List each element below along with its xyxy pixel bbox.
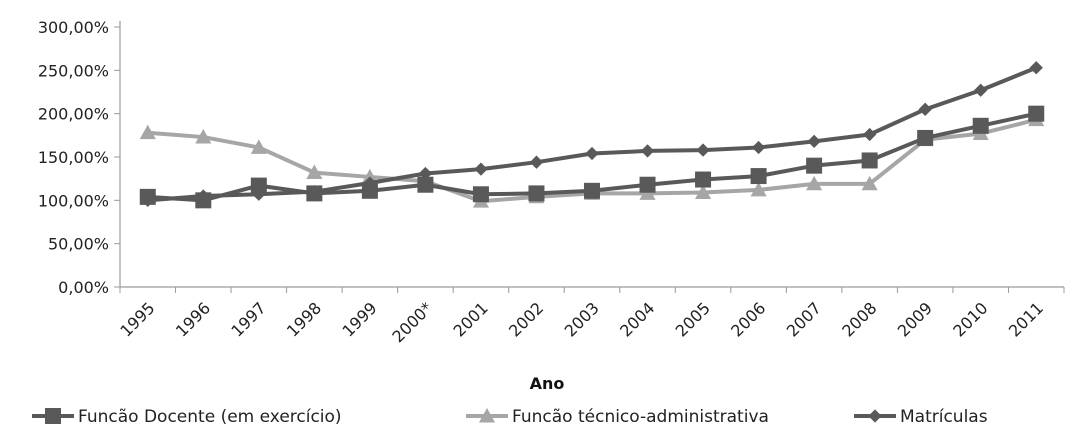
data-point [528, 185, 545, 202]
x-tick-label: 2001 [450, 298, 492, 340]
y-tick-label: 100,00% [38, 191, 109, 210]
y-tick-label: 50,00% [48, 235, 109, 254]
legend-label: Matrículas [900, 407, 988, 427]
series-diamond [141, 61, 1043, 207]
legend-label: Funcão técnico-administrativa [512, 407, 769, 427]
data-point [252, 187, 266, 201]
data-point [584, 182, 600, 199]
x-tick-label: 2011 [1005, 298, 1047, 340]
data-point [695, 184, 712, 199]
legend-marker [45, 408, 61, 424]
data-point [695, 171, 712, 188]
x-tick-label: 2003 [561, 298, 603, 340]
x-tick-label: 1999 [338, 298, 380, 340]
data-point [640, 144, 655, 158]
data-point [307, 185, 322, 199]
data-point [972, 117, 989, 134]
data-point [1029, 61, 1043, 75]
data-point [363, 176, 377, 190]
legend-item: Funcão Docente (em exercício) [32, 407, 342, 427]
data-point [807, 134, 821, 149]
x-tick-label: 2006 [727, 298, 769, 340]
x-tick-label: 2005 [672, 298, 714, 340]
data-point [806, 157, 823, 174]
series-line [147, 65, 1037, 203]
data-point [529, 155, 544, 169]
data-point [696, 143, 710, 157]
legend-label: Funcão Docente (em exercício) [78, 407, 342, 427]
x-tick-label: 2008 [838, 298, 880, 340]
x-tick-label: 2007 [783, 298, 825, 340]
data-point [750, 181, 767, 197]
x-tick-label: 2000* [388, 298, 436, 346]
data-point [861, 175, 878, 191]
data-point [918, 102, 932, 116]
data-point [861, 152, 878, 169]
legend-marker [868, 409, 882, 423]
x-tick-label: 2010 [949, 298, 991, 340]
x-tick-label: 1996 [172, 298, 214, 340]
y-tick-label: 300,00% [38, 18, 109, 37]
x-tick-label: 2009 [894, 298, 936, 340]
data-point [639, 176, 656, 193]
legend-item: Funcão técnico-administrativa [466, 407, 769, 427]
data-point [139, 124, 156, 140]
x-tick-label: 1997 [227, 298, 269, 340]
data-point [1028, 105, 1045, 122]
legend-item: Matrículas [854, 407, 988, 427]
legend: Funcão Docente (em exercício) Funcão técn… [32, 407, 988, 427]
data-point [306, 164, 323, 180]
x-tick-label: 1998 [283, 298, 325, 340]
data-point [361, 182, 378, 199]
data-point [474, 162, 488, 176]
data-point [585, 146, 599, 161]
data-point [417, 176, 434, 193]
data-point [250, 139, 267, 154]
y-tick-label: 0,00% [58, 278, 109, 297]
data-point [361, 168, 378, 184]
data-point [806, 175, 823, 191]
x-tick-label: 1995 [116, 298, 158, 340]
x-tick-label: 2004 [616, 298, 658, 340]
data-point [195, 129, 212, 144]
data-point [862, 127, 877, 142]
y-tick-label: 250,00% [38, 61, 109, 80]
y-tick-label: 200,00% [38, 105, 109, 124]
data-point [196, 189, 210, 203]
data-point [917, 129, 934, 146]
data-point [141, 193, 155, 207]
data-point [974, 83, 988, 97]
data-point [418, 166, 433, 181]
data-point [472, 186, 489, 203]
data-point [250, 177, 267, 194]
data-point [751, 140, 766, 155]
y-tick-label: 150,00% [38, 148, 109, 167]
x-axis-title: Ano [530, 374, 565, 393]
legend-marker [478, 407, 496, 423]
axes: 0,00% 50,00% 100,00% 150,00% 200,00% 250,00% 3… [38, 18, 1065, 346]
x-tick-label: 2002 [505, 298, 547, 340]
series-layer [139, 61, 1045, 209]
data-point [750, 168, 767, 185]
